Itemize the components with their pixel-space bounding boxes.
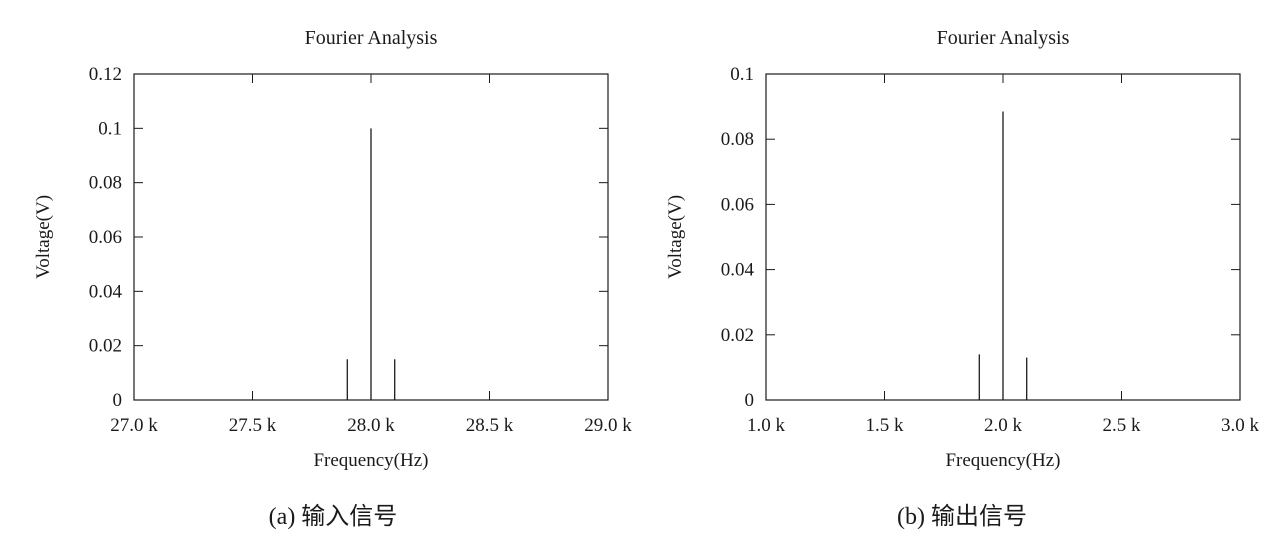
x-tick-label: 2.0 k (984, 415, 1023, 436)
x-axis-label: Frequency(Hz) (945, 450, 1060, 471)
y-tick-label: 0.02 (721, 325, 754, 346)
y-tick-label: 0.08 (89, 173, 122, 194)
x-tick-label: 27.0 k (110, 415, 158, 436)
y-tick-label: 0.02 (89, 336, 122, 357)
x-tick-label: 29.0 k (584, 415, 632, 436)
x-tick-label: 1.5 k (866, 415, 905, 436)
y-tick-label: 0.06 (721, 194, 754, 215)
figure-caption: (b) 输出信号 (897, 503, 1027, 530)
x-tick-label: 1.0 k (747, 415, 786, 436)
chart-title: Fourier Analysis (305, 27, 438, 49)
y-tick-label: 0.1 (730, 64, 754, 85)
y-tick-label: 0 (113, 390, 123, 411)
y-tick-label: 0.12 (89, 64, 122, 85)
y-tick-label: 0 (745, 390, 755, 411)
y-axis-label: Voltage(V) (33, 195, 54, 279)
x-tick-label: 28.5 k (466, 415, 514, 436)
x-axis-label: Frequency(Hz) (313, 450, 428, 471)
chart-b: Fourier Analysis 1.0 k 1.5 k 2.0 k 2.5 k 3.0 … (665, 27, 1260, 530)
y-tick-label: 0.06 (89, 227, 122, 248)
chart-title: Fourier Analysis (937, 27, 1070, 49)
y-tick-label: 0.04 (89, 281, 123, 302)
chart-a: Fourier Analysis 27.0 k 27.5 k 28.0 k 28.5 k… (33, 27, 632, 530)
y-axis-label: Voltage(V) (665, 195, 686, 279)
x-tick-label: 2.5 k (1103, 415, 1142, 436)
y-tick-label: 0.04 (721, 260, 755, 281)
x-tick-label: 27.5 k (229, 415, 277, 436)
figure-caption: (a) 输入信号 (269, 503, 398, 530)
x-tick-label: 3.0 k (1221, 415, 1260, 436)
y-tick-label: 0.1 (98, 118, 122, 139)
y-tick-label: 0.08 (721, 129, 754, 150)
x-tick-label: 28.0 k (347, 415, 395, 436)
